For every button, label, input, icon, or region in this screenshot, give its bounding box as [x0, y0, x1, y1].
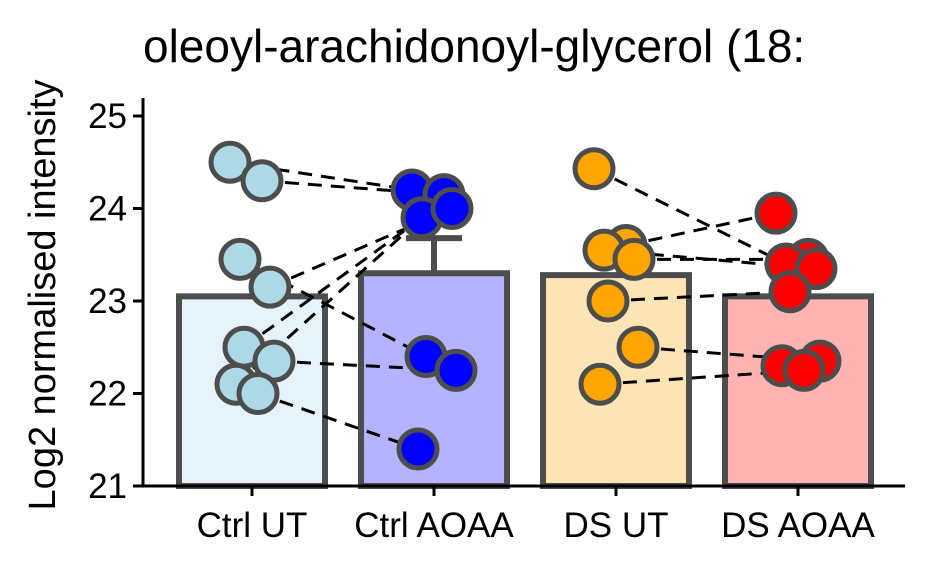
pair-line [234, 216, 424, 386]
y-axis-label: Log2 normalised intensity [22, 80, 64, 511]
x-tick-label: DS AOAA [721, 506, 875, 545]
y-tick-label: 23 [88, 282, 127, 321]
pair-line [593, 167, 787, 266]
data-point [612, 237, 656, 281]
x-tick-label: Ctrl AOAA [354, 506, 514, 545]
y-tick-label: 25 [88, 97, 127, 136]
data-point [572, 147, 616, 191]
pair-line [637, 345, 821, 363]
x-tick-label: Ctrl UT [197, 506, 308, 545]
x-tick-label: DS UT [564, 506, 669, 545]
y-axis-ticks: 21 22 23 24 25 [88, 97, 143, 506]
pair-line [261, 179, 445, 197]
y-tick-label: 21 [88, 467, 127, 506]
data-point [218, 237, 262, 281]
data-point [578, 362, 622, 406]
data-point [782, 348, 826, 392]
data-point [396, 427, 440, 471]
points-layer [208, 140, 842, 471]
data-point [430, 187, 474, 230]
pair-line [625, 211, 777, 247]
data-point [434, 348, 478, 392]
data-point [240, 159, 284, 203]
pair-line [607, 290, 791, 303]
error-bars-layer [406, 235, 462, 274]
data-point [586, 279, 630, 323]
data-point [208, 140, 252, 184]
bar-ds-aoaa [722, 293, 874, 489]
data-point [754, 191, 798, 235]
data-point [616, 325, 660, 369]
data-point [248, 265, 292, 309]
x-axis-ticks: Ctrl UT Ctrl AOAA DS UT DS AOAA [197, 486, 875, 545]
axes [141, 98, 905, 488]
data-point [236, 372, 280, 415]
y-tick-label: 22 [88, 375, 127, 414]
y-tick-label: 24 [88, 190, 127, 229]
pair-line [243, 216, 423, 349]
data-point [768, 270, 812, 314]
chart-title: oleoyl-arachidonoyl-glycerol (18: [143, 20, 805, 72]
pair-line [257, 392, 419, 451]
